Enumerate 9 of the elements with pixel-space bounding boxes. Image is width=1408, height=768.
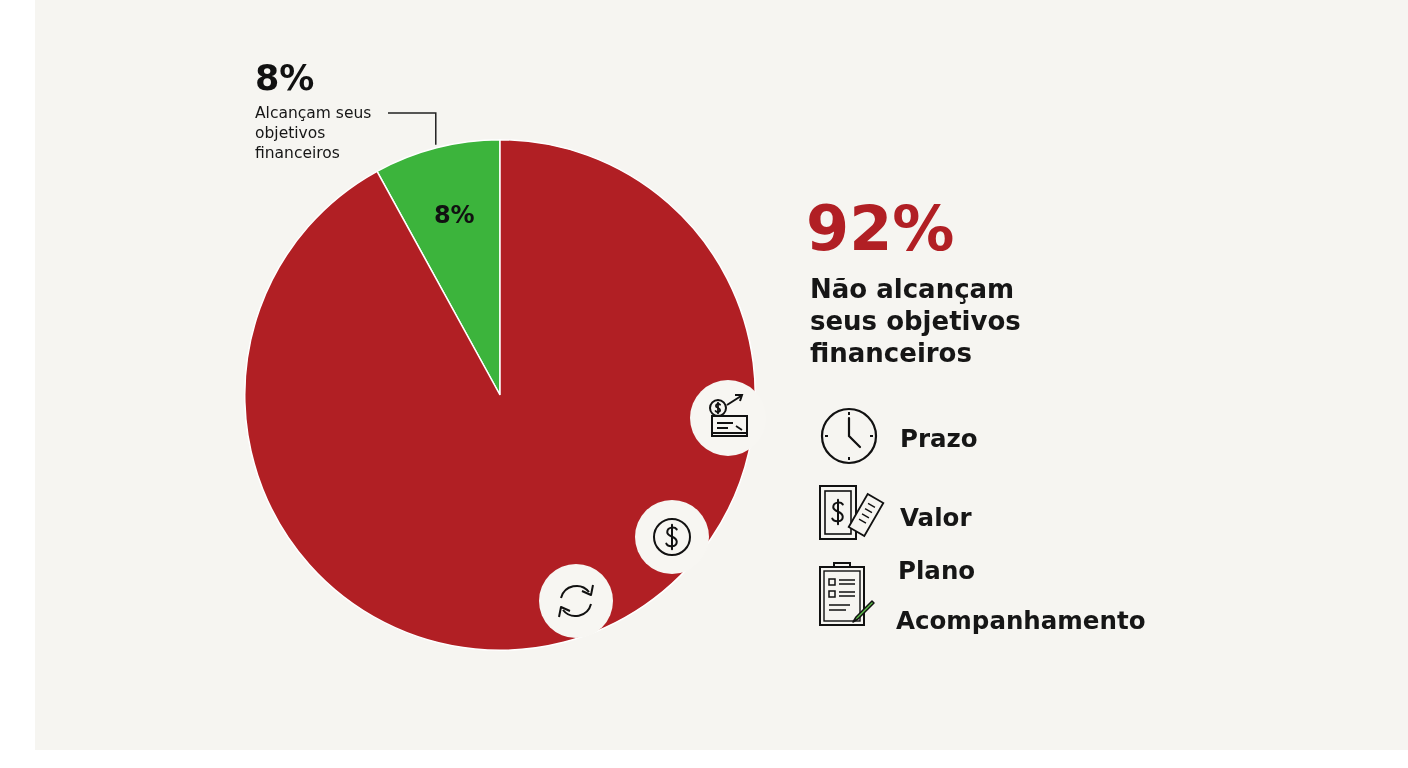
text: Acompanhamento: [896, 606, 1146, 636]
data-label: 8%: [255, 58, 315, 98]
text: Plano: [898, 556, 976, 586]
text: Valor: [900, 503, 972, 533]
text: 8%: [433, 201, 475, 230]
text: Prazo: [900, 424, 978, 454]
slice-label: Não alcançam seus objetivos financeiros: [810, 273, 1022, 369]
slice-label: Alcançam seus objetivos financeiros: [255, 103, 373, 163]
data-label: 92%: [806, 192, 955, 265]
